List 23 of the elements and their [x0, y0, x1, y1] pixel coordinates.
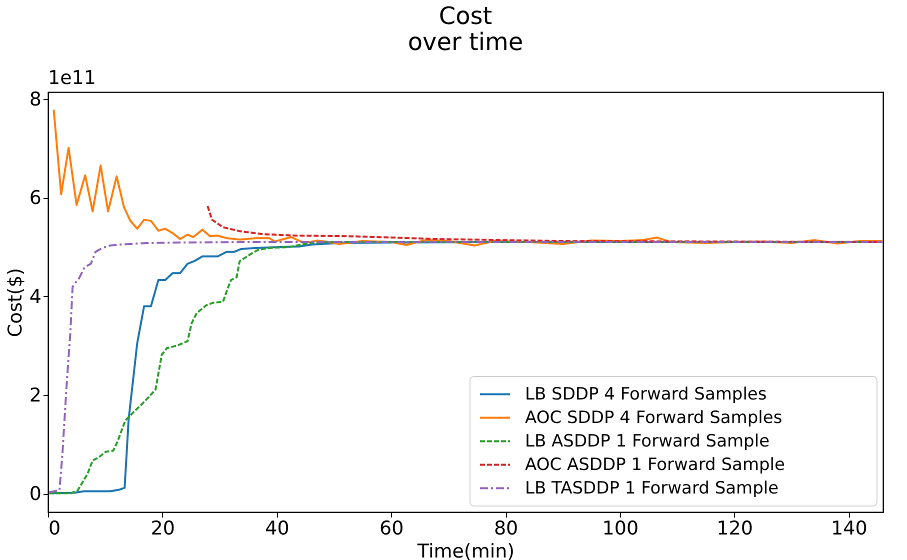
x-tick-label: 120	[716, 518, 753, 540]
x-tick-label: 140	[831, 518, 868, 540]
x-tick-label: 80	[494, 518, 518, 540]
legend-label: LB SDDP 4 Forward Samples	[525, 384, 767, 404]
legend-label: AOC SDDP 4 Forward Samples	[525, 408, 782, 428]
x-tick-label: 100	[602, 518, 639, 540]
chart-title: Cost over time	[408, 2, 524, 56]
x-tick-label: 20	[150, 518, 175, 540]
y-axis-title: Cost($)	[4, 268, 26, 338]
text: 1e11	[48, 67, 96, 89]
legend-label: AOC ASDDP 1 Forward Sample	[525, 454, 785, 475]
x-tick-label: 0	[48, 518, 61, 540]
y-tick-label: 2	[29, 384, 42, 407]
x-axis-title: Time(min)	[416, 540, 515, 560]
x-tick-label: 40	[265, 518, 290, 540]
legend-label: LB TASDDP 1 Forward Sample	[525, 478, 779, 498]
y-tick-label: 8	[29, 88, 42, 110]
y-tick-label: 6	[29, 187, 42, 210]
legend-label: LB ASDDP 1 Forward Sample	[525, 431, 770, 452]
x-tick-label: 60	[380, 518, 404, 540]
line-series	[52, 108, 883, 246]
y-tick-label: 0	[29, 483, 42, 506]
y-tick-label: 4	[29, 286, 42, 308]
